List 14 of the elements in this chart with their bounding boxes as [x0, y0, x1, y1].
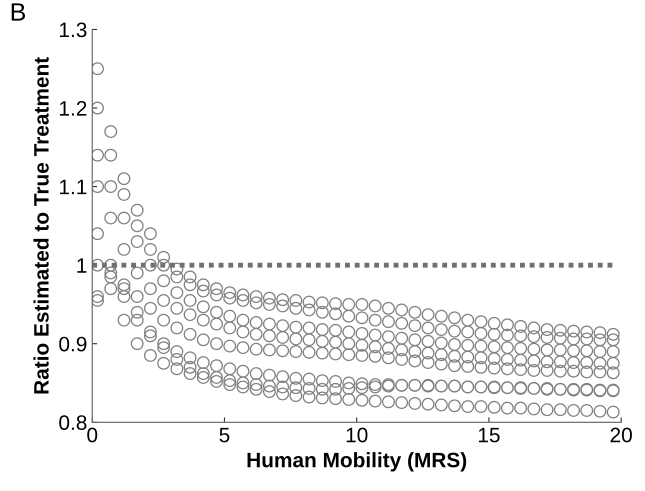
x-tick-label: 10: [346, 428, 368, 442]
text: B: [12, 3, 26, 21]
y-tick-label: 1: [77, 258, 86, 273]
x-tick-label: 20: [610, 428, 632, 442]
y-tick-label: 0.9: [59, 336, 86, 352]
x-tick-label: 15: [478, 428, 500, 442]
y-tick-label: 1.3: [60, 22, 86, 38]
y-axis-title: Ratio Estimated to True Treatment: [33, 57, 49, 394]
y-tick-label: 0.8: [59, 415, 86, 430]
x-tick-label: 0: [87, 428, 98, 442]
y-tick-label: 1.2: [60, 101, 86, 116]
y-tick-label: 1.1: [60, 180, 86, 194]
x-axis-title: Human Mobility (MRS): [248, 452, 466, 472]
x-tick-label: 5: [220, 428, 230, 442]
